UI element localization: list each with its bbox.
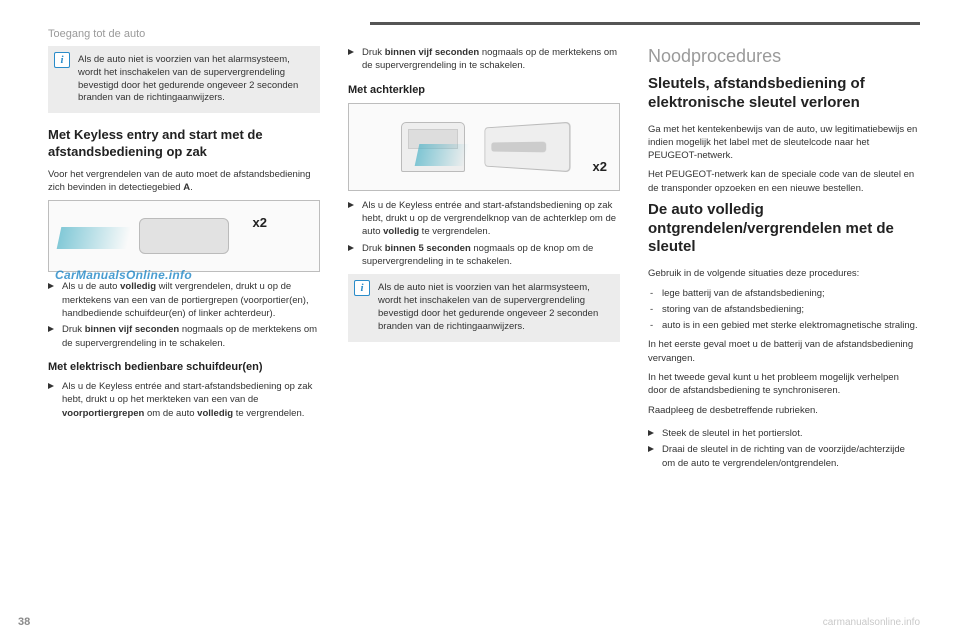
bullet-item: Als u de Keyless entrée and start-afstan… [348, 199, 620, 239]
bullet-item: Steek de sleutel in het portierslot. [648, 427, 920, 440]
bullet-item: Als u de Keyless entrée and start-afstan… [48, 380, 320, 420]
x2-label: x2 [253, 215, 267, 230]
bullet-list-1: Als u de auto volledig wilt vergrendelen… [48, 280, 320, 349]
bullet-list-5: Steek de sleutel in het portierslot. Dra… [648, 427, 920, 470]
heading-tailgate: Met achterklep [348, 83, 620, 97]
illustration-handle: x2 [48, 200, 320, 272]
dash-item: auto is in een gebied met sterke elektro… [648, 319, 920, 332]
touch-beam [415, 144, 470, 166]
heading-sliding-door: Met elektrisch bedienbare schuifdeur(en) [48, 360, 320, 374]
info-icon: i [54, 52, 70, 68]
x2-label: x2 [593, 159, 607, 174]
page-number: 38 [18, 616, 30, 628]
info-icon: i [354, 280, 370, 296]
section-header: Toegang tot de auto [48, 28, 920, 40]
info-box-1: i Als de auto niet is voorzien van het a… [48, 46, 320, 113]
heading-keyless: Met Keyless entry and start met de afsta… [48, 127, 320, 160]
bullet-item: Druk binnen vijf seconden nogmaals op de… [348, 46, 620, 73]
dash-item: storing van de afstandsbediening; [648, 303, 920, 316]
column-1: i Als de auto niet is voorzien van het a… [48, 46, 320, 476]
paragraph-detection: Voor het vergrendelen van de auto moet d… [48, 168, 320, 195]
touch-beam [57, 227, 132, 249]
paragraph: Raadpleeg de desbetreffende rubrieken. [648, 404, 920, 417]
paragraph: Ga met het kentekenbewijs van de auto, u… [648, 123, 920, 163]
paragraph: Het PEUGEOT-netwerk kan de speciale code… [648, 168, 920, 195]
footer-site: carmanualsonline.info [823, 617, 920, 628]
bullet-list-2: Als u de Keyless entrée and start-afstan… [48, 380, 320, 420]
columns: i Als de auto niet is voorzien van het a… [48, 46, 920, 476]
tailgate-shape [485, 122, 571, 172]
bullet-item: Als u de auto volledig wilt vergrendelen… [48, 280, 320, 320]
paragraph: Gebruik in de volgende situaties deze pr… [648, 267, 920, 280]
dash-list: lege batterij van de afstandsbediening; … [648, 287, 920, 333]
heading-keys-lost: Sleutels, afstandsbediening of elektroni… [648, 75, 920, 113]
bullet-item: Draai de sleutel in de richting van de v… [648, 443, 920, 470]
bullet-list-4: Als u de Keyless entrée and start-afstan… [348, 199, 620, 268]
illustration-tailgate: x2 [348, 103, 620, 191]
heading-emergency: Noodprocedures [648, 46, 920, 67]
column-2: Druk binnen vijf seconden nogmaals op de… [348, 46, 620, 476]
bullet-item: Druk binnen vijf seconden nogmaals op de… [48, 323, 320, 350]
door-handle-shape [139, 218, 229, 254]
column-3: Noodprocedures Sleutels, afstandsbedieni… [648, 46, 920, 476]
paragraph: In het tweede geval kunt u het probleem … [648, 371, 920, 398]
dash-item: lege batterij van de afstandsbediening; [648, 287, 920, 300]
paragraph: In het eerste geval moet u de batterij v… [648, 338, 920, 365]
manual-page: Toegang tot de auto CarManualsOnline.inf… [0, 0, 960, 640]
heading-unlock-key: De auto volledig ontgrendelen/vergrendel… [648, 201, 920, 257]
top-rule [370, 22, 920, 25]
bullet-list-3: Druk binnen vijf seconden nogmaals op de… [348, 46, 620, 73]
info-box-2: i Als de auto niet is voorzien van het a… [348, 274, 620, 341]
info-text: Als de auto niet is voorzien van het ala… [378, 282, 598, 331]
info-text: Als de auto niet is voorzien van het ala… [78, 54, 298, 103]
bullet-item: Druk binnen 5 seconden nogmaals op de kn… [348, 242, 620, 269]
